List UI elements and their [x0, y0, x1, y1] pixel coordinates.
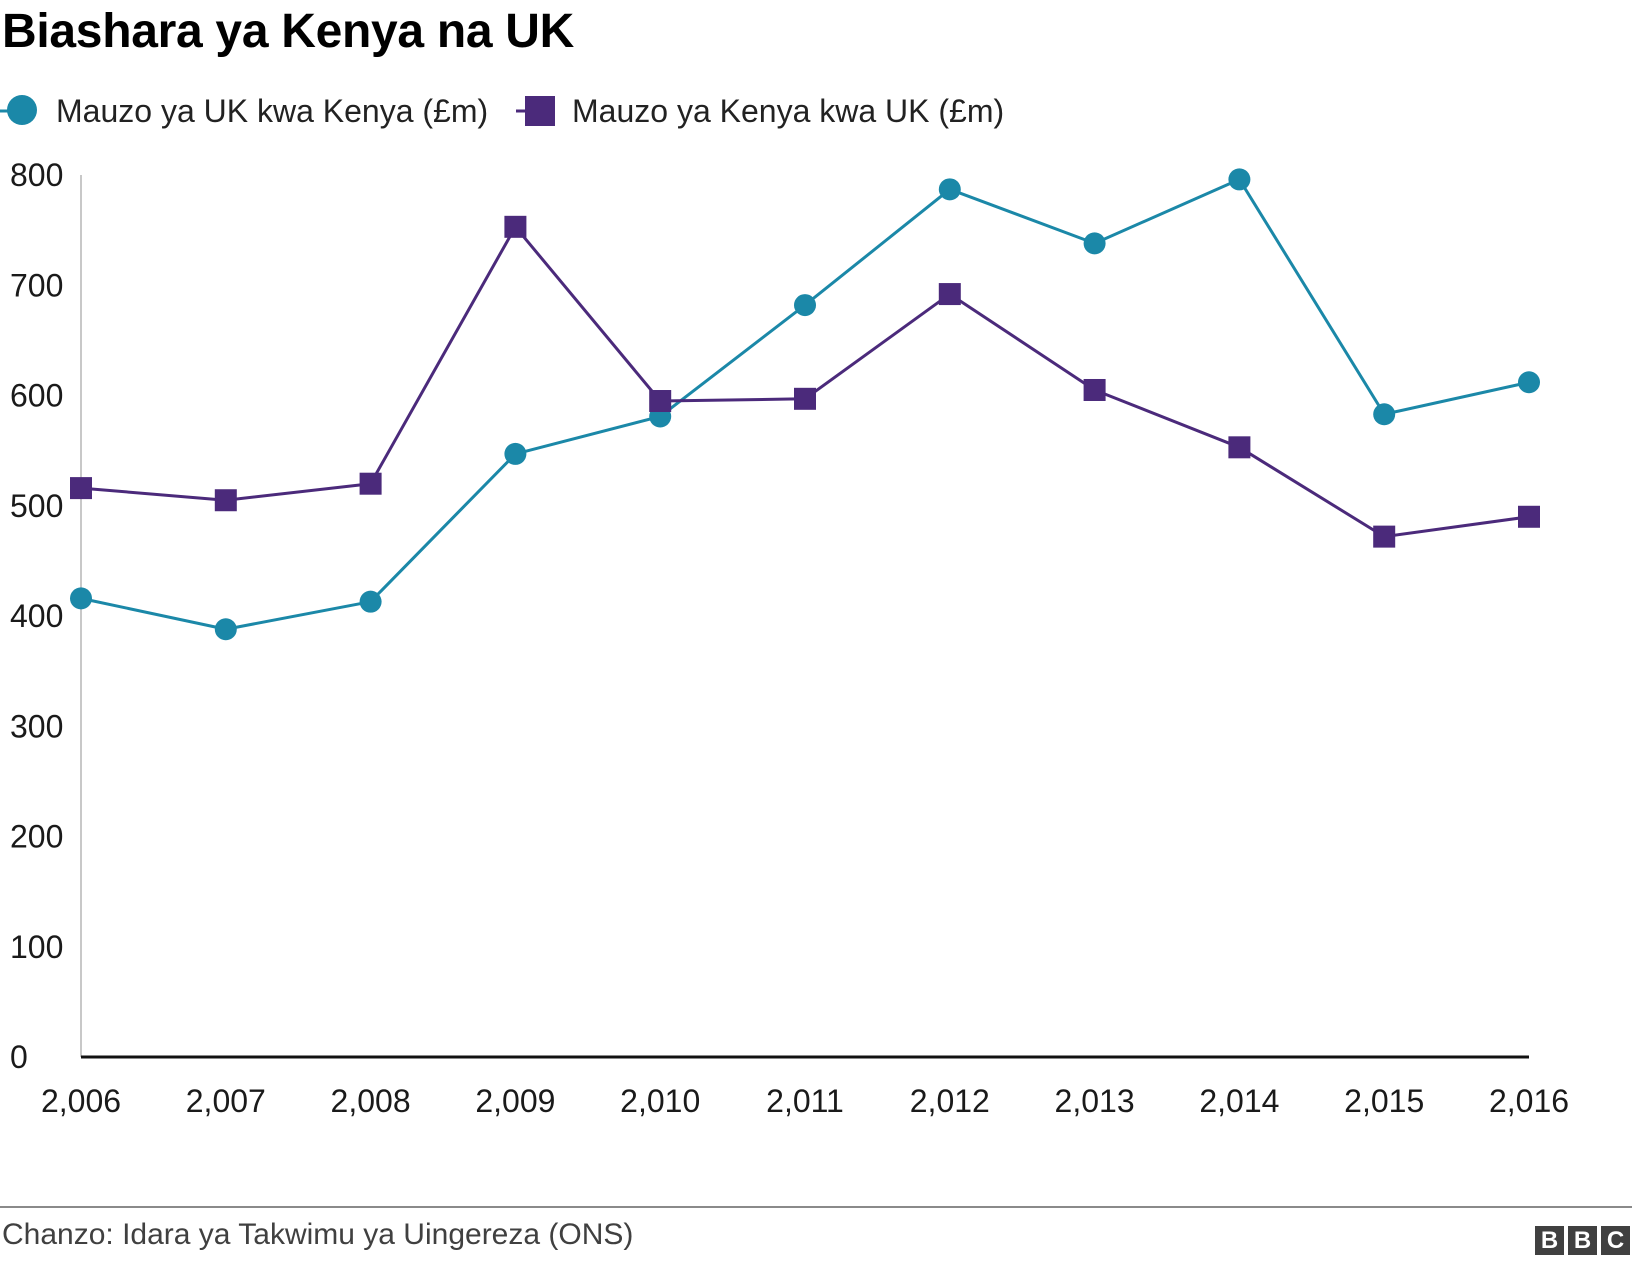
data-point-square: [649, 390, 672, 413]
data-point-square: [504, 215, 527, 238]
legend: Mauzo ya UK kwa Kenya (£m) Mauzo ya Kenya…: [0, 93, 1004, 129]
x-tick-label: 2,011: [766, 1083, 844, 1119]
chart-title: Biashara ya Kenya na UK: [2, 5, 575, 58]
data-point-circle: [938, 178, 961, 201]
legend-marker-circle: [7, 95, 37, 125]
data-point-circle: [1373, 403, 1396, 426]
y-tick-label: 700: [10, 267, 63, 303]
data-point-square: [70, 477, 92, 500]
x-axis: 2,006 2,007 2,008 2,009 2,010 2,011 2,012 2,013…: [41, 1055, 1569, 1119]
y-axis: 0 100 200 300 400 500 600 700 800: [10, 157, 82, 1075]
data-point-square: [1518, 505, 1540, 528]
source-note: Chanzo: Idara ya Takwimu ya Uingereza (O…: [2, 1218, 634, 1251]
data-point-square: [938, 283, 961, 306]
y-tick-label: 200: [10, 819, 63, 855]
x-tick-label: 2,014: [1199, 1083, 1279, 1119]
legend-label: Mauzo ya UK kwa Kenya (£m): [56, 93, 488, 129]
plot-area: [70, 168, 1540, 641]
data-point-circle: [504, 442, 527, 465]
x-tick-label: 2,015: [1344, 1083, 1424, 1119]
data-point-square: [214, 489, 237, 512]
y-tick-label: 600: [10, 378, 63, 414]
logo-letter: C: [1601, 1226, 1630, 1255]
legend-label: Mauzo ya Kenya kwa UK (£m): [572, 93, 1004, 129]
data-point-square: [1083, 378, 1106, 401]
data-point-circle: [794, 294, 816, 317]
series-group: [70, 168, 1540, 641]
x-tick-label: 2,013: [1055, 1083, 1135, 1119]
y-tick-label: 0: [10, 1039, 28, 1075]
line-chart: Mauzo ya UK kwa Kenya (£m) Mauzo ya Kenya…: [0, 93, 1569, 1119]
y-tick-label: 300: [10, 708, 63, 744]
y-tick-label: 500: [10, 488, 63, 524]
series-group: [70, 215, 1540, 548]
data-point-circle: [1083, 232, 1106, 255]
y-tick-label: 400: [10, 598, 63, 634]
data-point-circle: [1518, 371, 1540, 394]
data-point-circle: [1228, 168, 1251, 191]
data-point-square: [1373, 525, 1396, 548]
series-line: [80, 225, 1530, 539]
x-tick-label: 2,007: [186, 1083, 266, 1119]
logo-letter: B: [1535, 1226, 1564, 1255]
x-tick-label: 2,009: [475, 1083, 555, 1119]
x-tick-label: 2,008: [331, 1083, 411, 1119]
x-tick-label: 2,016: [1489, 1083, 1569, 1119]
footer-divider: [0, 1206, 1632, 1208]
y-tick-label: 100: [10, 929, 63, 965]
logo-letter: B: [1568, 1226, 1597, 1255]
x-tick-label: 2,012: [910, 1083, 990, 1119]
data-point-square: [794, 387, 816, 410]
x-tick-label: 2,006: [41, 1083, 121, 1119]
x-tick-label: 2,010: [620, 1083, 700, 1119]
y-tick-label: 800: [10, 157, 63, 193]
data-point-square: [359, 472, 382, 495]
data-point-square: [1228, 436, 1251, 459]
legend-marker-square: [525, 96, 555, 126]
data-point-circle: [359, 590, 382, 613]
data-point-circle: [70, 587, 92, 610]
bbc-logo: B B C: [1535, 1226, 1630, 1255]
data-point-circle: [214, 618, 237, 641]
